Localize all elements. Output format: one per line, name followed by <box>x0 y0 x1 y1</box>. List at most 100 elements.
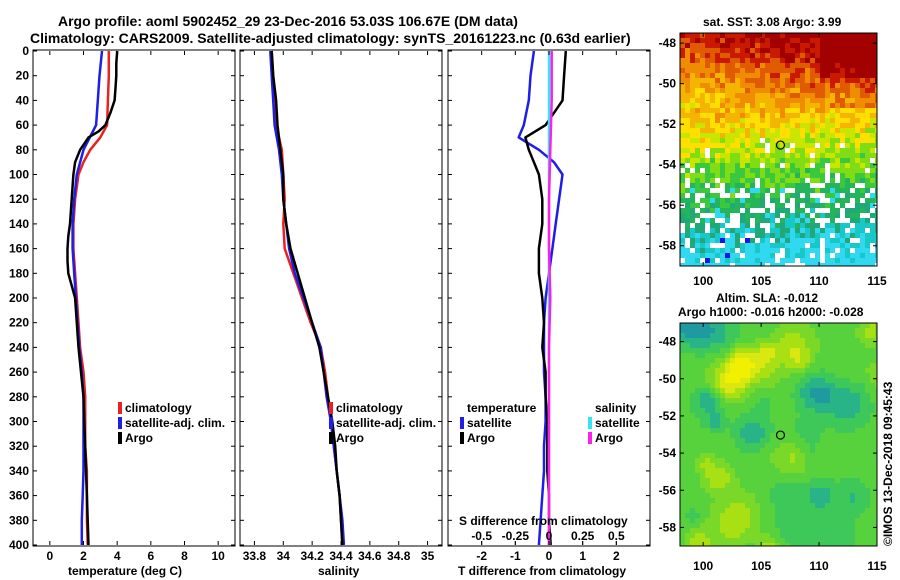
sla-map-cell <box>780 408 786 414</box>
sst-map-cell <box>765 243 771 249</box>
sst-map-cell <box>750 128 756 134</box>
sst-map-cell <box>780 138 786 144</box>
sst-map-cell <box>775 213 781 219</box>
sla-map-cell <box>760 498 766 504</box>
sla-map-cell <box>875 503 877 509</box>
sla-map-cell <box>740 488 746 494</box>
sst-map-cell <box>685 128 691 134</box>
sla-map-cell <box>820 353 826 359</box>
sst-map-cell <box>750 183 756 189</box>
sst-map-cell <box>725 63 731 69</box>
sst-map-cell <box>720 193 726 199</box>
sla-map-cell <box>770 448 776 454</box>
sla-map-cell <box>845 518 851 524</box>
sla-map-cell <box>740 478 746 484</box>
sla-map-cell <box>825 488 831 494</box>
sst-map-cell <box>730 188 736 194</box>
sla-map-cell <box>760 488 766 494</box>
sst-map-cell <box>815 68 821 74</box>
sla-map-cell <box>790 468 796 474</box>
sla-map-cell <box>680 483 686 489</box>
sla-map-cell <box>730 408 736 414</box>
sla-map-cell <box>760 543 766 546</box>
sst-map-cell <box>760 93 766 99</box>
sst-map-cell <box>775 188 781 194</box>
sla-map-cell <box>770 523 776 529</box>
sst-map-cell <box>855 183 861 189</box>
sla-map-cell <box>825 423 831 429</box>
sst-map-cell <box>700 173 706 179</box>
sst-map-cell <box>865 103 871 109</box>
sla-map-cell <box>795 388 801 394</box>
sla-map-cell <box>695 433 701 439</box>
sst-map-cell <box>850 38 856 44</box>
sla-map-cell <box>830 373 836 379</box>
sst-map-cell <box>715 233 721 239</box>
sla-map-cell <box>825 543 831 546</box>
sst-map-cell <box>860 183 866 189</box>
sst-map-cell <box>835 93 841 99</box>
sla-map-cell <box>740 383 746 389</box>
sla-map-cell <box>750 423 756 429</box>
sst-map-cell <box>845 148 851 154</box>
sst-map-cell <box>700 133 706 139</box>
sst-map-cell <box>830 258 836 264</box>
sst-map-cell <box>735 253 741 259</box>
sla-map-cell <box>805 518 811 524</box>
sst-map-cell <box>750 58 756 64</box>
sla-map-cell <box>745 413 751 419</box>
credit-label: ©IMOS 13-Dec-2018 09:45:43 <box>881 381 895 546</box>
sst-map-cell <box>735 193 741 199</box>
sla-map-cell <box>790 333 796 339</box>
sla-map-cell <box>785 493 791 499</box>
sst-map-cell <box>810 53 816 59</box>
sst-map-cell <box>825 188 831 194</box>
sla-map-cell <box>810 378 816 384</box>
sst-map-cell <box>720 248 726 254</box>
sla-map-cell <box>870 453 876 459</box>
sst-map-cell <box>685 38 691 44</box>
sst-map-cell <box>805 193 811 199</box>
sst-map-cell <box>735 33 741 39</box>
sla-map-cell <box>760 508 766 514</box>
sla-map-cell <box>690 433 696 439</box>
sst-map-cell <box>735 78 741 84</box>
sla-map-cell <box>790 338 796 344</box>
sst-map-cell <box>790 53 796 59</box>
sla-map-cell <box>795 368 801 374</box>
sst-map-cell <box>680 113 686 119</box>
sst-map-cell <box>700 178 706 184</box>
sla-map-cell <box>730 323 736 329</box>
sst-map-cell <box>865 228 871 234</box>
sst-map-cell <box>680 198 686 204</box>
sla-map-cell <box>695 418 701 424</box>
sst-map-cell <box>685 188 691 194</box>
sst-map-cell <box>785 153 791 159</box>
sla-map-cell <box>730 333 736 339</box>
sst-map-cell <box>725 133 731 139</box>
sla-map-cell <box>790 393 796 399</box>
sst-map-cell <box>755 228 761 234</box>
sla-map-cell <box>835 348 841 354</box>
sst-map-cell <box>810 68 816 74</box>
sla-map-frame <box>679 322 878 547</box>
sst-map-cell <box>810 198 816 204</box>
sla-map-cell <box>800 523 806 529</box>
salinity-xlabel: salinity <box>318 564 360 578</box>
sla-map-cell <box>810 523 816 529</box>
sla-map-cell <box>785 483 791 489</box>
sla-map-cell <box>760 408 766 414</box>
sla-map-cell <box>815 448 821 454</box>
sla-map-cell <box>730 433 736 439</box>
sst-map-cell <box>870 108 876 114</box>
sla-map-cell <box>740 438 746 444</box>
sst-map-cell <box>800 188 806 194</box>
sst-map-cell <box>705 128 711 134</box>
sla-map-cell <box>805 483 811 489</box>
sla-map-cell <box>800 338 806 344</box>
sla-map-cell <box>810 403 816 409</box>
sst-map-cell <box>850 128 856 134</box>
sst-map-cell <box>840 198 846 204</box>
sla-map-cell <box>765 418 771 424</box>
sst-map-cell <box>735 113 741 119</box>
